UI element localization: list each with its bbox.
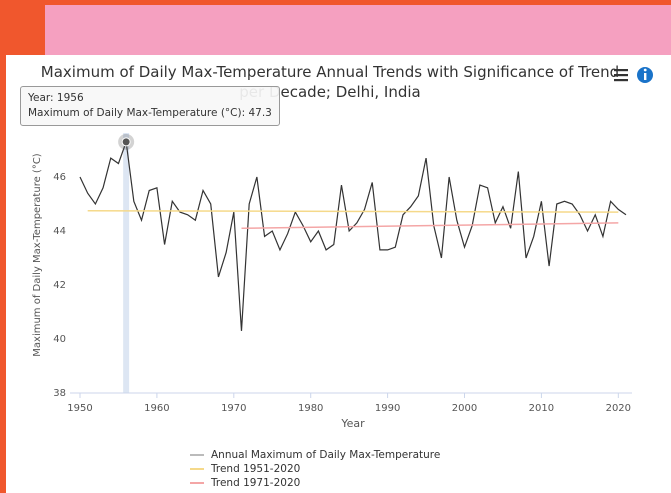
legend-item[interactable]: Trend 1971-2020 xyxy=(190,476,440,490)
x-tick-label: 1980 xyxy=(298,403,323,414)
legend-label: Annual Maximum of Daily Max-Temperature xyxy=(211,449,441,461)
y-tick-label: 40 xyxy=(53,334,66,345)
trend-line xyxy=(241,222,619,230)
legend-swatch xyxy=(190,468,204,470)
chart-title: Maximum of Daily Max-Temperature Annual … xyxy=(40,63,620,101)
legend-item[interactable]: Trend 1951-2020 xyxy=(190,462,440,476)
tooltip-line: Maximum of Daily Max-Temperature (°C): 4… xyxy=(28,107,272,119)
x-tick-label: 1960 xyxy=(144,403,169,414)
x-tick-label: 1970 xyxy=(221,403,246,414)
y-tick-label: 42 xyxy=(53,280,66,291)
x-tick-label: 1950 xyxy=(67,403,92,414)
x-tick-label: 2000 xyxy=(452,403,477,414)
chart-background xyxy=(6,55,671,493)
x-tick-label: 1990 xyxy=(375,403,400,414)
x-axis-title: Year xyxy=(340,417,365,430)
banner xyxy=(45,5,671,55)
y-tick-label: 38 xyxy=(53,388,66,399)
y-tick-label: 46 xyxy=(53,172,66,183)
highlight-point xyxy=(121,137,131,147)
y-tick-label: 44 xyxy=(53,226,66,237)
legend-item[interactable]: Annual Maximum of Daily Max-Temperature xyxy=(190,448,440,462)
tooltip-line: Year: 1956 xyxy=(28,92,84,104)
menu-icon[interactable] xyxy=(614,69,628,82)
legend-swatch xyxy=(190,482,204,484)
hover-band xyxy=(123,133,130,393)
x-tick-label: 2020 xyxy=(606,403,631,414)
x-tick-label: 2010 xyxy=(529,403,554,414)
legend-label: Trend 1971-2020 xyxy=(211,477,301,489)
tooltip: Year: 1956 Maximum of Daily Max-Temperat… xyxy=(20,86,280,126)
legend-label: Trend 1951-2020 xyxy=(211,463,301,475)
y-axis-title: Maximum of Daily Max-Temperature (°C) xyxy=(32,153,43,357)
legend-swatch xyxy=(190,454,204,456)
trend-line xyxy=(87,210,619,213)
info-icon[interactable] xyxy=(637,67,653,83)
legend: Annual Maximum of Daily Max-Temperature T… xyxy=(190,448,440,490)
